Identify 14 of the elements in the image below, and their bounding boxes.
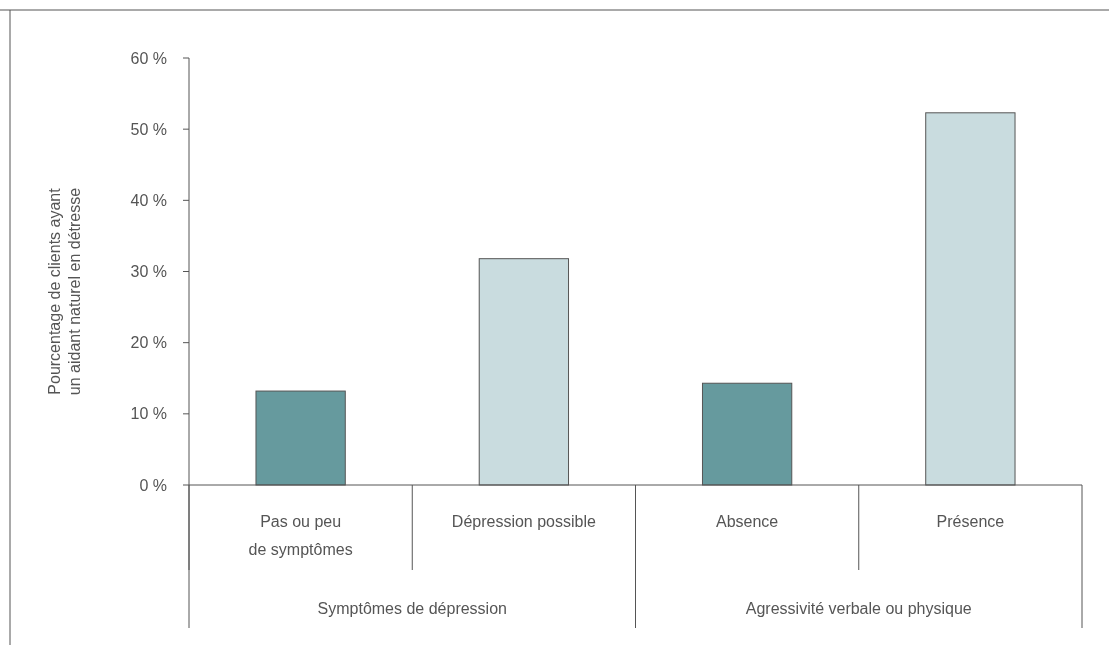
x-tick-label: Présence <box>936 513 1005 530</box>
x-tick-label: Dépression possible <box>451 513 597 530</box>
y-tick-label: 10 % <box>130 405 167 423</box>
y-tick-label: 50 % <box>130 120 167 138</box>
y-tick-label: 20 % <box>130 334 167 352</box>
y-axis-title: Pourcentage de clients ayant un aidant naturel en détresse <box>46 187 83 396</box>
y-tick-label: 40 % <box>130 191 167 209</box>
x-tick-label: Absence <box>715 513 779 530</box>
text: Agressivité verbale ou physique <box>745 600 972 617</box>
y-tick-label: 0 % <box>139 476 167 494</box>
y-tick-label: 60 % <box>130 49 167 67</box>
x-tick-label: Pas ou peu de symptômes <box>248 513 353 558</box>
y-tick-label: 30 % <box>130 263 167 281</box>
text: Symptômes de dépression <box>317 600 507 617</box>
